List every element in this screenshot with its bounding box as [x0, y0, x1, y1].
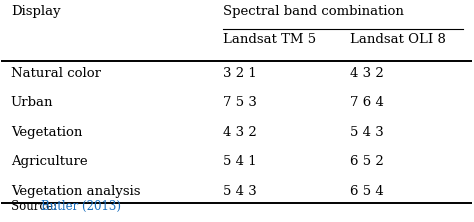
Text: 5 4 3: 5 4 3 [223, 185, 256, 198]
Text: 5 4 1: 5 4 1 [223, 155, 256, 168]
Text: Landsat OLI 8: Landsat OLI 8 [350, 33, 446, 46]
Text: 3 2 1: 3 2 1 [223, 67, 256, 80]
Text: Vegetation analysis: Vegetation analysis [11, 185, 140, 198]
Text: 7 5 3: 7 5 3 [223, 96, 256, 109]
Text: Vegetation: Vegetation [11, 126, 82, 139]
Text: Landsat TM 5: Landsat TM 5 [223, 33, 316, 46]
Text: 5 4 3: 5 4 3 [350, 126, 383, 139]
Text: Natural color: Natural color [11, 67, 101, 80]
Text: 7 6 4: 7 6 4 [350, 96, 383, 109]
Text: Butler (2013): Butler (2013) [41, 200, 121, 213]
Text: 6 5 4: 6 5 4 [350, 185, 383, 198]
Text: 6 5 2: 6 5 2 [350, 155, 383, 168]
Text: Urban: Urban [11, 96, 53, 109]
Text: Source:: Source: [11, 200, 61, 213]
Text: Display: Display [11, 5, 60, 18]
Text: Spectral band combination: Spectral band combination [223, 5, 403, 18]
Text: 4 3 2: 4 3 2 [223, 126, 256, 139]
Text: Agriculture: Agriculture [11, 155, 87, 168]
Text: 4 3 2: 4 3 2 [350, 67, 383, 80]
